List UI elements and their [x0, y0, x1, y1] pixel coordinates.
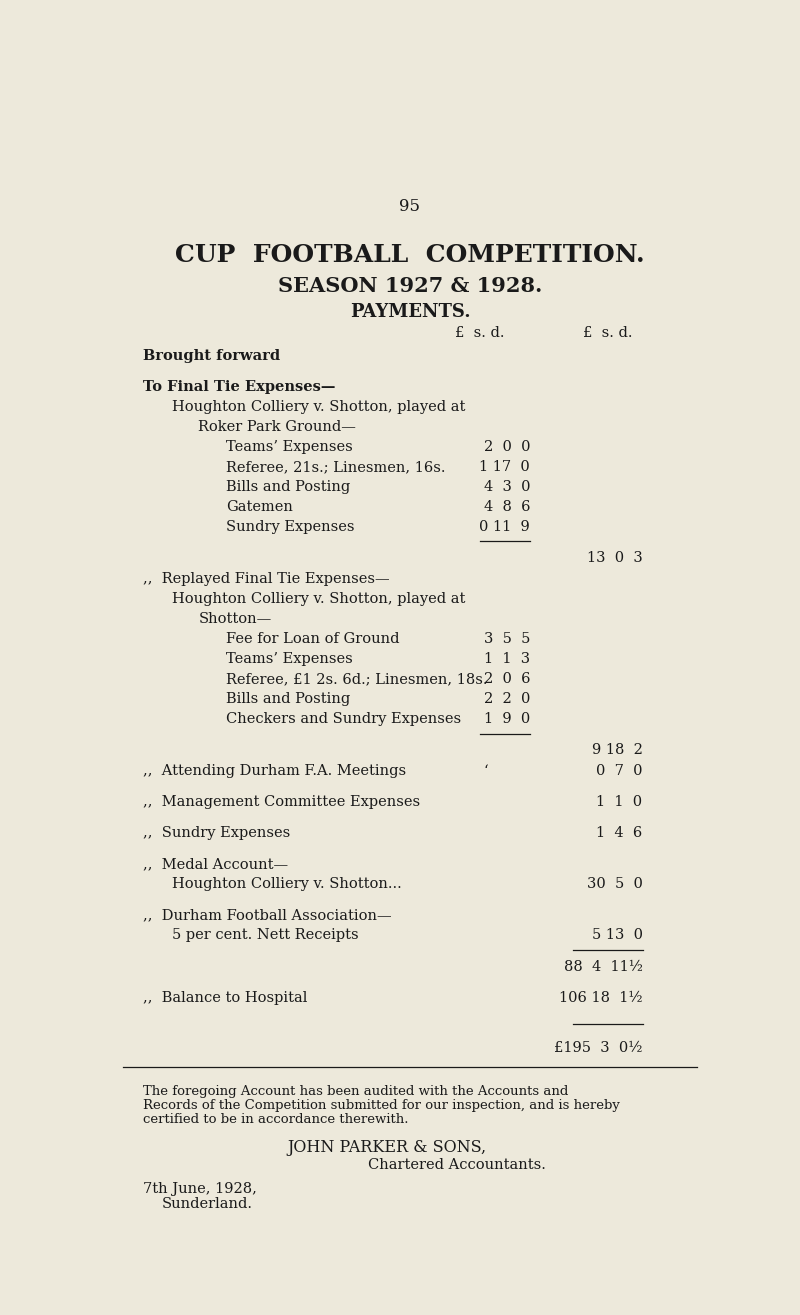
Text: £  s. d.: £ s. d. — [455, 326, 505, 339]
Text: Houghton Colliery v. Shotton, played at: Houghton Colliery v. Shotton, played at — [172, 592, 466, 606]
Text: To Final Tie Expenses—: To Final Tie Expenses— — [142, 380, 335, 393]
Text: 5 per cent. Nett Receipts: 5 per cent. Nett Receipts — [172, 928, 358, 943]
Text: Bills and Posting: Bills and Posting — [226, 692, 350, 706]
Text: Teams’ Expenses: Teams’ Expenses — [226, 439, 353, 454]
Text: ,,  Durham Football Association—: ,, Durham Football Association— — [142, 909, 391, 922]
Text: 5 13  0: 5 13 0 — [591, 928, 642, 943]
Text: Houghton Colliery v. Shotton, played at: Houghton Colliery v. Shotton, played at — [172, 400, 466, 414]
Text: Sundry Expenses: Sundry Expenses — [226, 519, 355, 534]
Text: 1  1  3: 1 1 3 — [484, 652, 530, 667]
Text: Records of the Competition submitted for our inspection, and is hereby: Records of the Competition submitted for… — [142, 1099, 619, 1112]
Text: Sunderland.: Sunderland. — [162, 1197, 253, 1211]
Text: 30  5  0: 30 5 0 — [586, 877, 642, 892]
Text: 1 17  0: 1 17 0 — [479, 460, 530, 473]
Text: Bills and Posting: Bills and Posting — [226, 480, 350, 494]
Text: 88  4  11½: 88 4 11½ — [564, 960, 642, 974]
Text: ,,  Sundry Expenses: ,, Sundry Expenses — [142, 826, 290, 840]
Text: 2  0  6: 2 0 6 — [484, 672, 530, 686]
Text: The foregoing Account has been audited with the Accounts and: The foregoing Account has been audited w… — [142, 1085, 568, 1098]
Text: 106 18  1½: 106 18 1½ — [559, 992, 642, 1006]
Text: 0  7  0: 0 7 0 — [596, 764, 642, 778]
Text: Referee, £1 2s. 6d.; Linesmen, 18s.: Referee, £1 2s. 6d.; Linesmen, 18s. — [226, 672, 488, 686]
Text: ‘: ‘ — [484, 764, 488, 778]
Text: Brought forward: Brought forward — [142, 348, 280, 363]
Text: ,,  Medal Account—: ,, Medal Account— — [142, 857, 288, 872]
Text: ,,  Replayed Final Tie Expenses—: ,, Replayed Final Tie Expenses— — [142, 572, 390, 586]
Text: 2  2  0: 2 2 0 — [484, 692, 530, 706]
Text: 1  1  0: 1 1 0 — [596, 796, 642, 809]
Text: 2  0  0: 2 0 0 — [484, 439, 530, 454]
Text: 0 11  9: 0 11 9 — [479, 519, 530, 534]
Text: Houghton Colliery v. Shotton...: Houghton Colliery v. Shotton... — [172, 877, 402, 892]
Text: 9 18  2: 9 18 2 — [592, 743, 642, 757]
Text: 3  5  5: 3 5 5 — [484, 633, 530, 646]
Text: ,,  Balance to Hospital: ,, Balance to Hospital — [142, 992, 307, 1006]
Text: Fee for Loan of Ground: Fee for Loan of Ground — [226, 633, 400, 646]
Text: 1  9  0: 1 9 0 — [484, 713, 530, 726]
Text: 4  3  0: 4 3 0 — [484, 480, 530, 494]
Text: certified to be in accordance therewith.: certified to be in accordance therewith. — [142, 1114, 408, 1126]
Text: JOHN PARKER & SONS,: JOHN PARKER & SONS, — [287, 1139, 486, 1156]
Text: Referee, 21s.; Linesmen, 16s.: Referee, 21s.; Linesmen, 16s. — [226, 460, 446, 473]
Text: Gatemen: Gatemen — [226, 500, 293, 514]
Text: CUP  FOOTBALL  COMPETITION.: CUP FOOTBALL COMPETITION. — [175, 242, 645, 267]
Text: Teams’ Expenses: Teams’ Expenses — [226, 652, 353, 667]
Text: PAYMENTS.: PAYMENTS. — [350, 302, 470, 321]
Text: £195  3  0½: £195 3 0½ — [554, 1041, 642, 1056]
Text: ,,  Attending Durham F.A. Meetings: ,, Attending Durham F.A. Meetings — [142, 764, 406, 778]
Text: 7th June, 1928,: 7th June, 1928, — [142, 1182, 257, 1195]
Text: £  s. d.: £ s. d. — [583, 326, 632, 339]
Text: Shotton—: Shotton— — [198, 611, 272, 626]
Text: Roker Park Ground—: Roker Park Ground— — [198, 419, 356, 434]
Text: 4  8  6: 4 8 6 — [484, 500, 530, 514]
Text: 13  0  3: 13 0 3 — [586, 551, 642, 564]
Text: 95: 95 — [399, 197, 421, 214]
Text: 1  4  6: 1 4 6 — [596, 826, 642, 840]
Text: Checkers and Sundry Expenses: Checkers and Sundry Expenses — [226, 713, 462, 726]
Text: SEASON 1927 & 1928.: SEASON 1927 & 1928. — [278, 276, 542, 296]
Text: ,,  Management Committee Expenses: ,, Management Committee Expenses — [142, 796, 420, 809]
Text: Chartered Accountants.: Chartered Accountants. — [367, 1159, 546, 1172]
